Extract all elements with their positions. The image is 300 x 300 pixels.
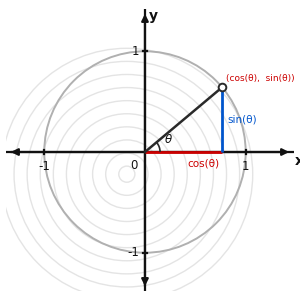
- Text: y: y: [149, 9, 158, 23]
- Text: 1: 1: [242, 160, 249, 173]
- Text: θ: θ: [165, 134, 172, 146]
- Text: x: x: [295, 154, 300, 168]
- Text: (cos(θ),  sin(θ)): (cos(θ), sin(θ)): [226, 74, 295, 83]
- Text: 1: 1: [131, 45, 139, 58]
- Text: -1: -1: [127, 246, 139, 259]
- Text: 0: 0: [130, 159, 138, 172]
- Text: cos(θ): cos(θ): [188, 159, 220, 169]
- Text: sin(θ): sin(θ): [227, 115, 257, 124]
- Text: -1: -1: [38, 160, 50, 173]
